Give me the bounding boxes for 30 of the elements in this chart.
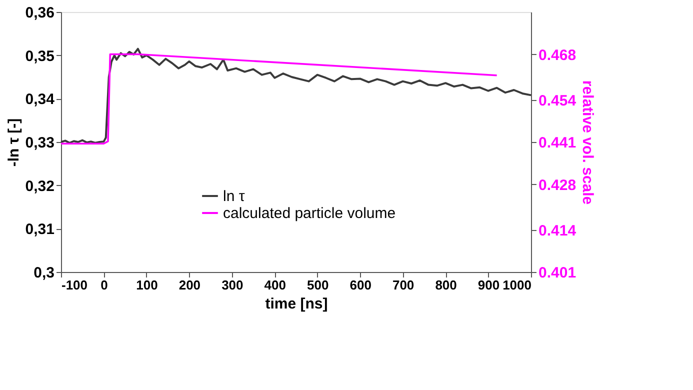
x-tick-label: 300 — [222, 278, 244, 292]
x-tick-label: 800 — [435, 278, 457, 292]
x-tick-label: 1000 — [502, 278, 532, 292]
y-tick-label: 0,33 — [25, 134, 54, 152]
x-tick-label: 700 — [392, 278, 414, 292]
y-axis-title: -ln τ [-] — [5, 118, 22, 167]
x-tick-label: 600 — [350, 278, 372, 292]
y2-tick-label: 0.468 — [538, 46, 576, 64]
y2-tick-label: 0.454 — [538, 92, 577, 110]
x-tick-label: 900 — [478, 278, 500, 292]
y-tick-label: 0,34 — [25, 91, 56, 108]
y-tick-label: 0,31 — [25, 221, 54, 238]
y-tick-label: 0,32 — [25, 178, 54, 195]
y2-tick-label: 0.401 — [538, 264, 576, 282]
y-tick-label: 0,35 — [25, 48, 54, 65]
y2-tick-label: 0.414 — [538, 222, 577, 240]
x-axis-title: time [ns] — [265, 296, 328, 312]
y2-tick-label: 0.428 — [538, 176, 576, 194]
y-tick-label: 0,36 — [25, 4, 54, 22]
x-tick-label: 500 — [307, 278, 329, 292]
y-tick-label: 0,3 — [34, 264, 54, 282]
x-tick-label: 100 — [136, 278, 158, 292]
y2-tick-label: 0.441 — [538, 134, 576, 152]
legend-label: calculated particle volume — [223, 205, 396, 222]
x-tick-label: 200 — [178, 278, 201, 292]
y2-axis-title: relative vol. scale — [579, 80, 596, 205]
x-tick-label: 0 — [100, 278, 108, 292]
x-tick-label: 400 — [264, 278, 286, 292]
legend-label: ln τ — [223, 188, 245, 205]
x-tick-label: -100 — [62, 278, 88, 292]
